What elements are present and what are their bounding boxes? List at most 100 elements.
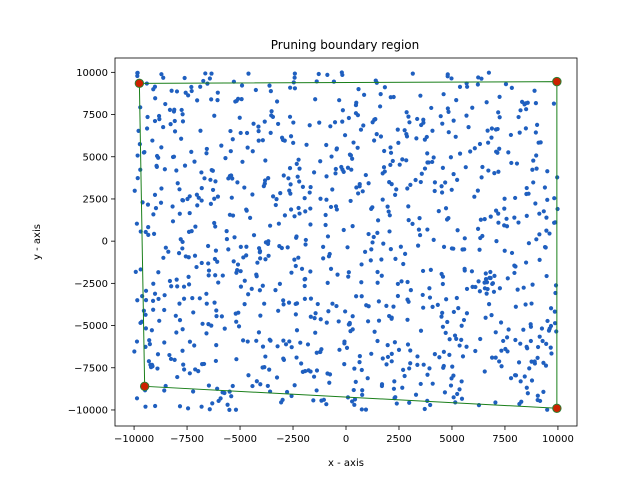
data-point [502,223,507,228]
data-point [152,84,158,89]
data-point [209,71,214,76]
data-point [488,269,493,275]
data-point [172,357,177,362]
data-point [229,394,234,399]
data-point [456,306,461,311]
y-axis-label: y - axis [32,224,43,260]
data-point [483,315,488,320]
data-point [531,180,536,185]
data-point [504,335,510,340]
data-point [389,359,394,364]
data-point [408,361,413,366]
data-point [382,148,387,154]
data-point [146,225,151,230]
data-point [191,389,196,394]
data-point [260,138,265,143]
data-point [288,191,293,196]
data-point [555,206,560,212]
data-point [314,350,319,355]
data-point [369,206,374,211]
data-point [526,191,531,196]
data-point [292,75,297,80]
data-point [342,341,347,346]
data-point [506,327,511,332]
data-point [442,390,448,395]
data-point [506,150,511,155]
data-point [294,234,299,239]
y-axis: −10000 −7500 −5000 −2500 0 2500 5000 7500 10000 [68,68,115,416]
data-point [307,190,312,195]
data-point [314,388,319,393]
data-point [311,374,317,379]
data-point [263,257,268,262]
data-point [237,115,242,120]
data-point [369,247,374,252]
data-point [385,204,390,209]
data-point [190,295,195,301]
y-tick-label: 0 [102,237,108,248]
data-point [475,188,480,193]
data-point [432,352,437,357]
data-point [175,181,180,186]
data-point [465,84,470,89]
data-point [448,383,454,388]
data-point [370,240,375,245]
data-point [406,114,411,119]
data-point [244,207,249,212]
data-point [441,92,446,97]
data-point [299,361,304,366]
data-point [224,236,230,242]
data-point [535,393,540,398]
data-point [324,174,329,179]
data-point [296,255,301,260]
data-point [364,303,369,308]
data-point [273,287,278,293]
data-point [204,146,209,152]
data-point [215,90,220,95]
data-point [544,341,549,346]
data-point [192,159,197,164]
data-point [220,273,225,278]
data-point [196,195,201,200]
data-point [287,114,293,119]
data-point [181,296,187,301]
data-point [233,407,239,412]
data-point [235,180,240,185]
data-point [455,391,460,397]
data-point [420,268,426,274]
x-tick-label: 0 [343,434,349,445]
data-point [424,134,429,140]
data-point [355,145,360,150]
data-point [482,369,487,374]
data-point [352,366,357,371]
data-point [296,157,301,162]
data-point [425,372,430,377]
data-point [513,195,518,201]
data-point [381,241,386,246]
data-point [212,300,217,305]
data-point [508,132,514,138]
data-point [194,264,199,270]
data-point [480,233,485,239]
data-point [543,245,548,250]
data-point [416,243,421,248]
data-point [325,234,331,239]
data-point [404,110,409,115]
data-point [457,84,463,89]
data-point [356,87,361,92]
data-point [429,105,434,111]
data-point [388,150,394,155]
data-point [248,215,253,220]
data-point [406,204,411,209]
data-point [157,117,162,122]
data-point [286,176,291,181]
data-point [497,146,502,151]
data-point [407,120,412,125]
data-point [208,201,213,206]
data-point [421,117,426,122]
data-point [308,184,313,190]
data-point [427,366,432,371]
data-point [270,194,276,199]
data-point [254,379,259,384]
data-point [180,112,185,117]
